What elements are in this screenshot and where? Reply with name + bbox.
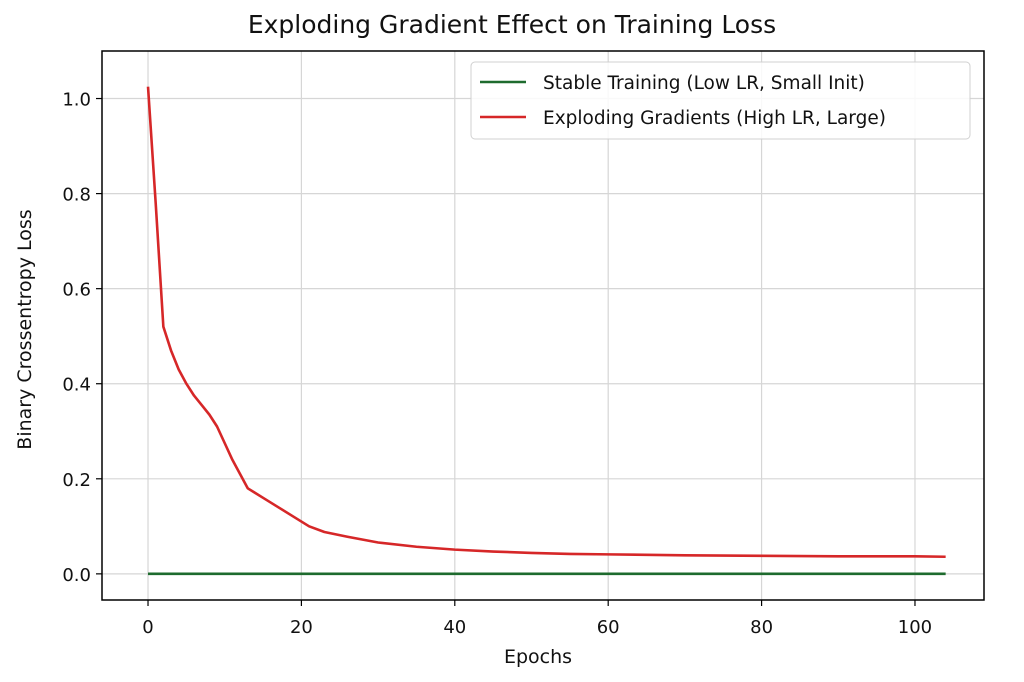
x-tick-label: 0 bbox=[142, 617, 153, 638]
x-tick-label: 100 bbox=[898, 617, 932, 638]
series-line-1 bbox=[146, 86, 946, 559]
legend-label: Exploding Gradients (High LR, Large) bbox=[543, 108, 886, 129]
y-axis-label: Binary Crossentropy Loss bbox=[14, 209, 36, 449]
x-tick-label: 80 bbox=[750, 617, 773, 638]
x-tick-label: 40 bbox=[443, 617, 466, 638]
y-tick-label: 0.6 bbox=[62, 280, 91, 301]
x-tick-label: 60 bbox=[597, 617, 620, 638]
y-tick-label: 1.0 bbox=[62, 90, 91, 111]
series-lines bbox=[146, 86, 946, 576]
y-tick-label: 0.2 bbox=[62, 470, 91, 491]
legend: Stable Training (Low LR, Small Init) Expl… bbox=[470, 61, 971, 140]
y-tick-label: 0.0 bbox=[62, 565, 91, 586]
x-tick-label: 20 bbox=[290, 617, 313, 638]
legend-label: Stable Training (Low LR, Small Init) bbox=[543, 73, 865, 94]
chart-title: Exploding Gradient Effect on Training Lo… bbox=[247, 10, 777, 39]
y-tick-label: 0.8 bbox=[62, 185, 91, 206]
y-axis-ticks: 0.0 0.2 0.4 0.6 0.8 1.0 bbox=[62, 90, 102, 586]
x-axis-label: Epochs bbox=[504, 646, 572, 668]
x-axis-ticks: 0 20 40 60 80 100 bbox=[142, 600, 932, 638]
y-tick-label: 0.4 bbox=[62, 375, 91, 396]
plot-frame bbox=[101, 50, 985, 601]
grid-lines bbox=[102, 51, 984, 600]
legend-box bbox=[470, 61, 971, 140]
